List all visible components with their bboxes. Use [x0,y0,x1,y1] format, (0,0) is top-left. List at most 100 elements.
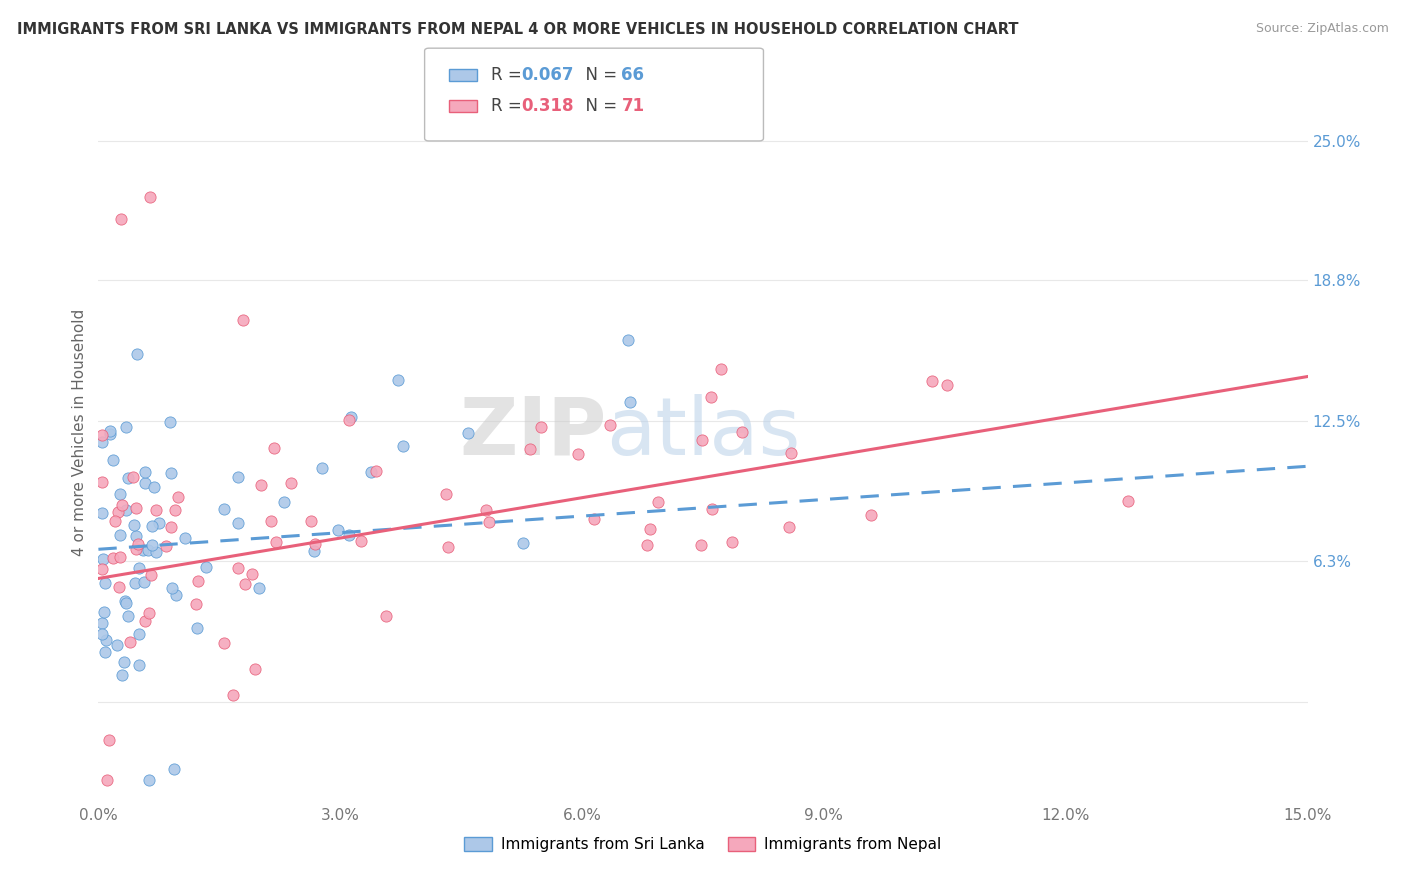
Point [240,566,263,581]
Point [194,560,217,574]
Point [186,621,208,635]
Point [599,417,621,432]
Point [530,419,553,434]
Point [647,495,669,509]
Text: 0.318: 0.318 [522,97,574,115]
Point [132,543,155,558]
Point [108,528,131,542]
Point [91,551,114,566]
Point [128,627,150,641]
Point [212,501,235,516]
Point [111,668,134,682]
Point [98,427,121,442]
Point [263,441,285,455]
Point [1116,494,1139,508]
Point [125,501,148,516]
Point [141,568,163,582]
Point [145,503,167,517]
Point [636,538,658,552]
Point [160,520,183,534]
Point [136,543,159,558]
Point [117,609,139,624]
Point [339,410,361,425]
Point [91,506,114,520]
Point [299,514,322,528]
Point [778,520,800,534]
Point [437,540,460,554]
Point [478,515,501,529]
Point [391,439,413,453]
Point [617,333,640,347]
Point [163,503,186,517]
Point [720,535,742,549]
Point [173,532,195,546]
Point [859,508,882,523]
Y-axis label: 4 or more Vehicles in Household: 4 or more Vehicles in Household [72,309,87,557]
Point [304,537,326,551]
Point [114,593,136,607]
Point [128,658,150,673]
Point [139,190,162,204]
Point [187,574,209,588]
Point [731,425,754,440]
Point [245,662,267,676]
Point [138,606,160,620]
Point [280,476,302,491]
Point [115,503,138,517]
Text: ZIP: ZIP [458,393,606,472]
Text: N =: N = [575,97,623,115]
Point [222,689,245,703]
Point [91,428,114,442]
Point [91,616,114,631]
Point [111,498,134,512]
Point [122,518,145,533]
Point [91,627,114,641]
Point [108,580,131,594]
Text: 71: 71 [621,97,644,115]
Point [302,544,325,558]
Point [91,561,114,575]
Point [138,773,160,788]
Point [141,519,163,533]
Point [103,453,125,467]
Point [115,596,138,610]
Point [387,373,409,387]
Point [145,544,167,558]
Point [638,522,661,536]
Point [364,464,387,478]
Point [96,773,118,788]
Point [350,533,373,548]
Point [142,480,165,494]
Point [619,394,641,409]
Point [375,609,398,624]
Point [125,528,148,542]
Point [231,313,253,327]
Point [110,212,132,227]
Point [512,536,534,550]
Point [160,582,183,596]
Point [98,425,121,439]
Point [360,465,382,479]
Point [700,390,723,404]
Point [921,374,943,388]
Point [108,550,131,565]
Text: Source: ZipAtlas.com: Source: ZipAtlas.com [1256,22,1389,36]
Point [165,588,187,602]
Point [124,576,146,591]
Point [214,635,236,649]
Point [134,574,156,589]
Point [700,502,723,516]
Point [112,655,135,669]
Point [434,487,457,501]
Point [186,598,208,612]
Text: IMMIGRANTS FROM SRI LANKA VS IMMIGRANTS FROM NEPAL 4 OR MORE VEHICLES IN HOUSEHO: IMMIGRANTS FROM SRI LANKA VS IMMIGRANTS … [17,22,1018,37]
Point [519,442,541,456]
Point [94,645,117,659]
Point [311,461,333,475]
Point [155,539,177,553]
Point [247,581,270,595]
Point [166,490,188,504]
Point [127,537,149,551]
Point [710,362,733,376]
Point [337,528,360,542]
